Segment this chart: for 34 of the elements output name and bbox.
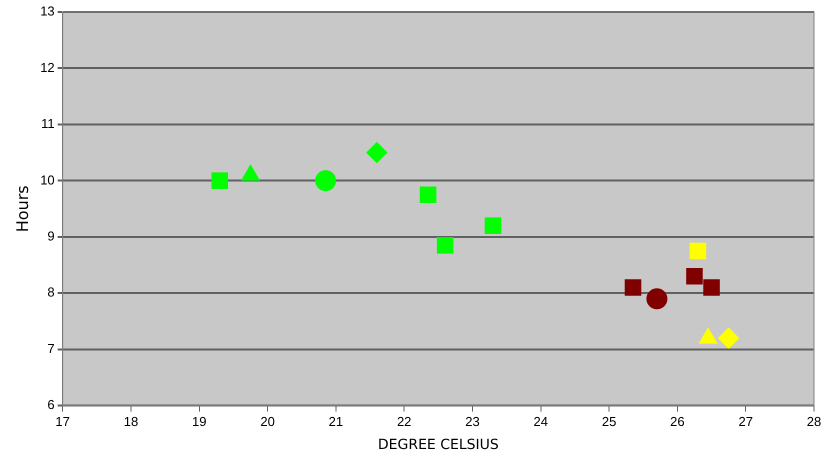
- x-tick-label: 28: [806, 414, 822, 429]
- x-axis-title: DEGREE CELSIUS: [378, 437, 499, 454]
- point: [420, 186, 436, 204]
- y-tick-label: 13: [40, 4, 55, 19]
- x-tick-label: 18: [124, 414, 138, 429]
- point: [436, 237, 454, 254]
- point: [315, 170, 336, 192]
- x-tick-label: 19: [192, 414, 206, 429]
- x-tick-label: 22: [396, 414, 412, 429]
- x-tick-label: 23: [465, 414, 480, 429]
- y-tick-label: 8: [47, 284, 55, 300]
- point: [624, 279, 642, 296]
- y-tick-label: 10: [40, 172, 55, 188]
- y-tick-label: 6: [47, 397, 55, 412]
- y-tick-label: 9: [47, 228, 55, 244]
- point: [484, 217, 502, 234]
- x-tick-label: 21: [328, 414, 344, 429]
- x-tick-label: 26: [670, 414, 685, 429]
- x-tick-label: 17: [55, 414, 70, 429]
- point: [646, 288, 668, 310]
- x-tick-label: 20: [260, 414, 275, 429]
- y-axis-title: Hours: [12, 185, 32, 232]
- point: [690, 242, 706, 260]
- x-tick-label: 25: [602, 414, 616, 429]
- y-tick-label: 7: [47, 340, 55, 356]
- x-tick-label: 24: [534, 414, 548, 429]
- y-tick-label: 11: [41, 116, 55, 132]
- point: [686, 268, 703, 285]
- y-tick-label: 12: [40, 60, 55, 75]
- point: [718, 328, 740, 349]
- x-tick-label: 27: [738, 414, 753, 429]
- point: [366, 142, 388, 164]
- point: [211, 172, 228, 189]
- point: [703, 279, 720, 296]
